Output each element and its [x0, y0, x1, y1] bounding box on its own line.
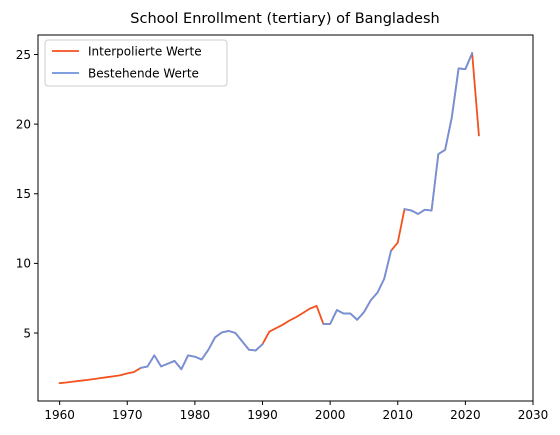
y-axis: 5 10 15 20 25 [16, 48, 38, 340]
chart-title: School Enrollment (tertiary) of Banglade… [130, 11, 439, 27]
x-axis: 1960 1970 1980 1990 2000 2010 2020 2030 [44, 401, 548, 422]
x-tick-label: 2020 [450, 408, 481, 422]
y-tick-label: 15 [16, 187, 31, 201]
x-tick-label: 2010 [382, 408, 413, 422]
legend: Interpolierte Werte Bestehende Werte [44, 39, 228, 87]
legend-label-interpolated: Interpolierte Werte [88, 45, 202, 59]
y-tick-label: 20 [16, 117, 31, 131]
series-line-interpolated [58, 52, 480, 385]
y-tick-label: 5 [23, 326, 31, 340]
x-tick-label: 1970 [112, 408, 143, 422]
x-tick-label: 1960 [44, 408, 75, 422]
legend-label-existing: Bestehende Werte [88, 67, 199, 81]
x-tick-label: 1980 [180, 408, 211, 422]
plot-lines [58, 51, 480, 385]
axes-frame [37, 34, 534, 402]
y-tick-label: 10 [16, 257, 31, 271]
y-tick-label: 25 [16, 48, 31, 62]
legend-frame [44, 39, 228, 87]
x-tick-label: 2000 [315, 408, 346, 422]
x-tick-label: 1990 [247, 408, 278, 422]
x-tick-label: 2030 [518, 408, 549, 422]
series-line-existing [139, 51, 474, 371]
